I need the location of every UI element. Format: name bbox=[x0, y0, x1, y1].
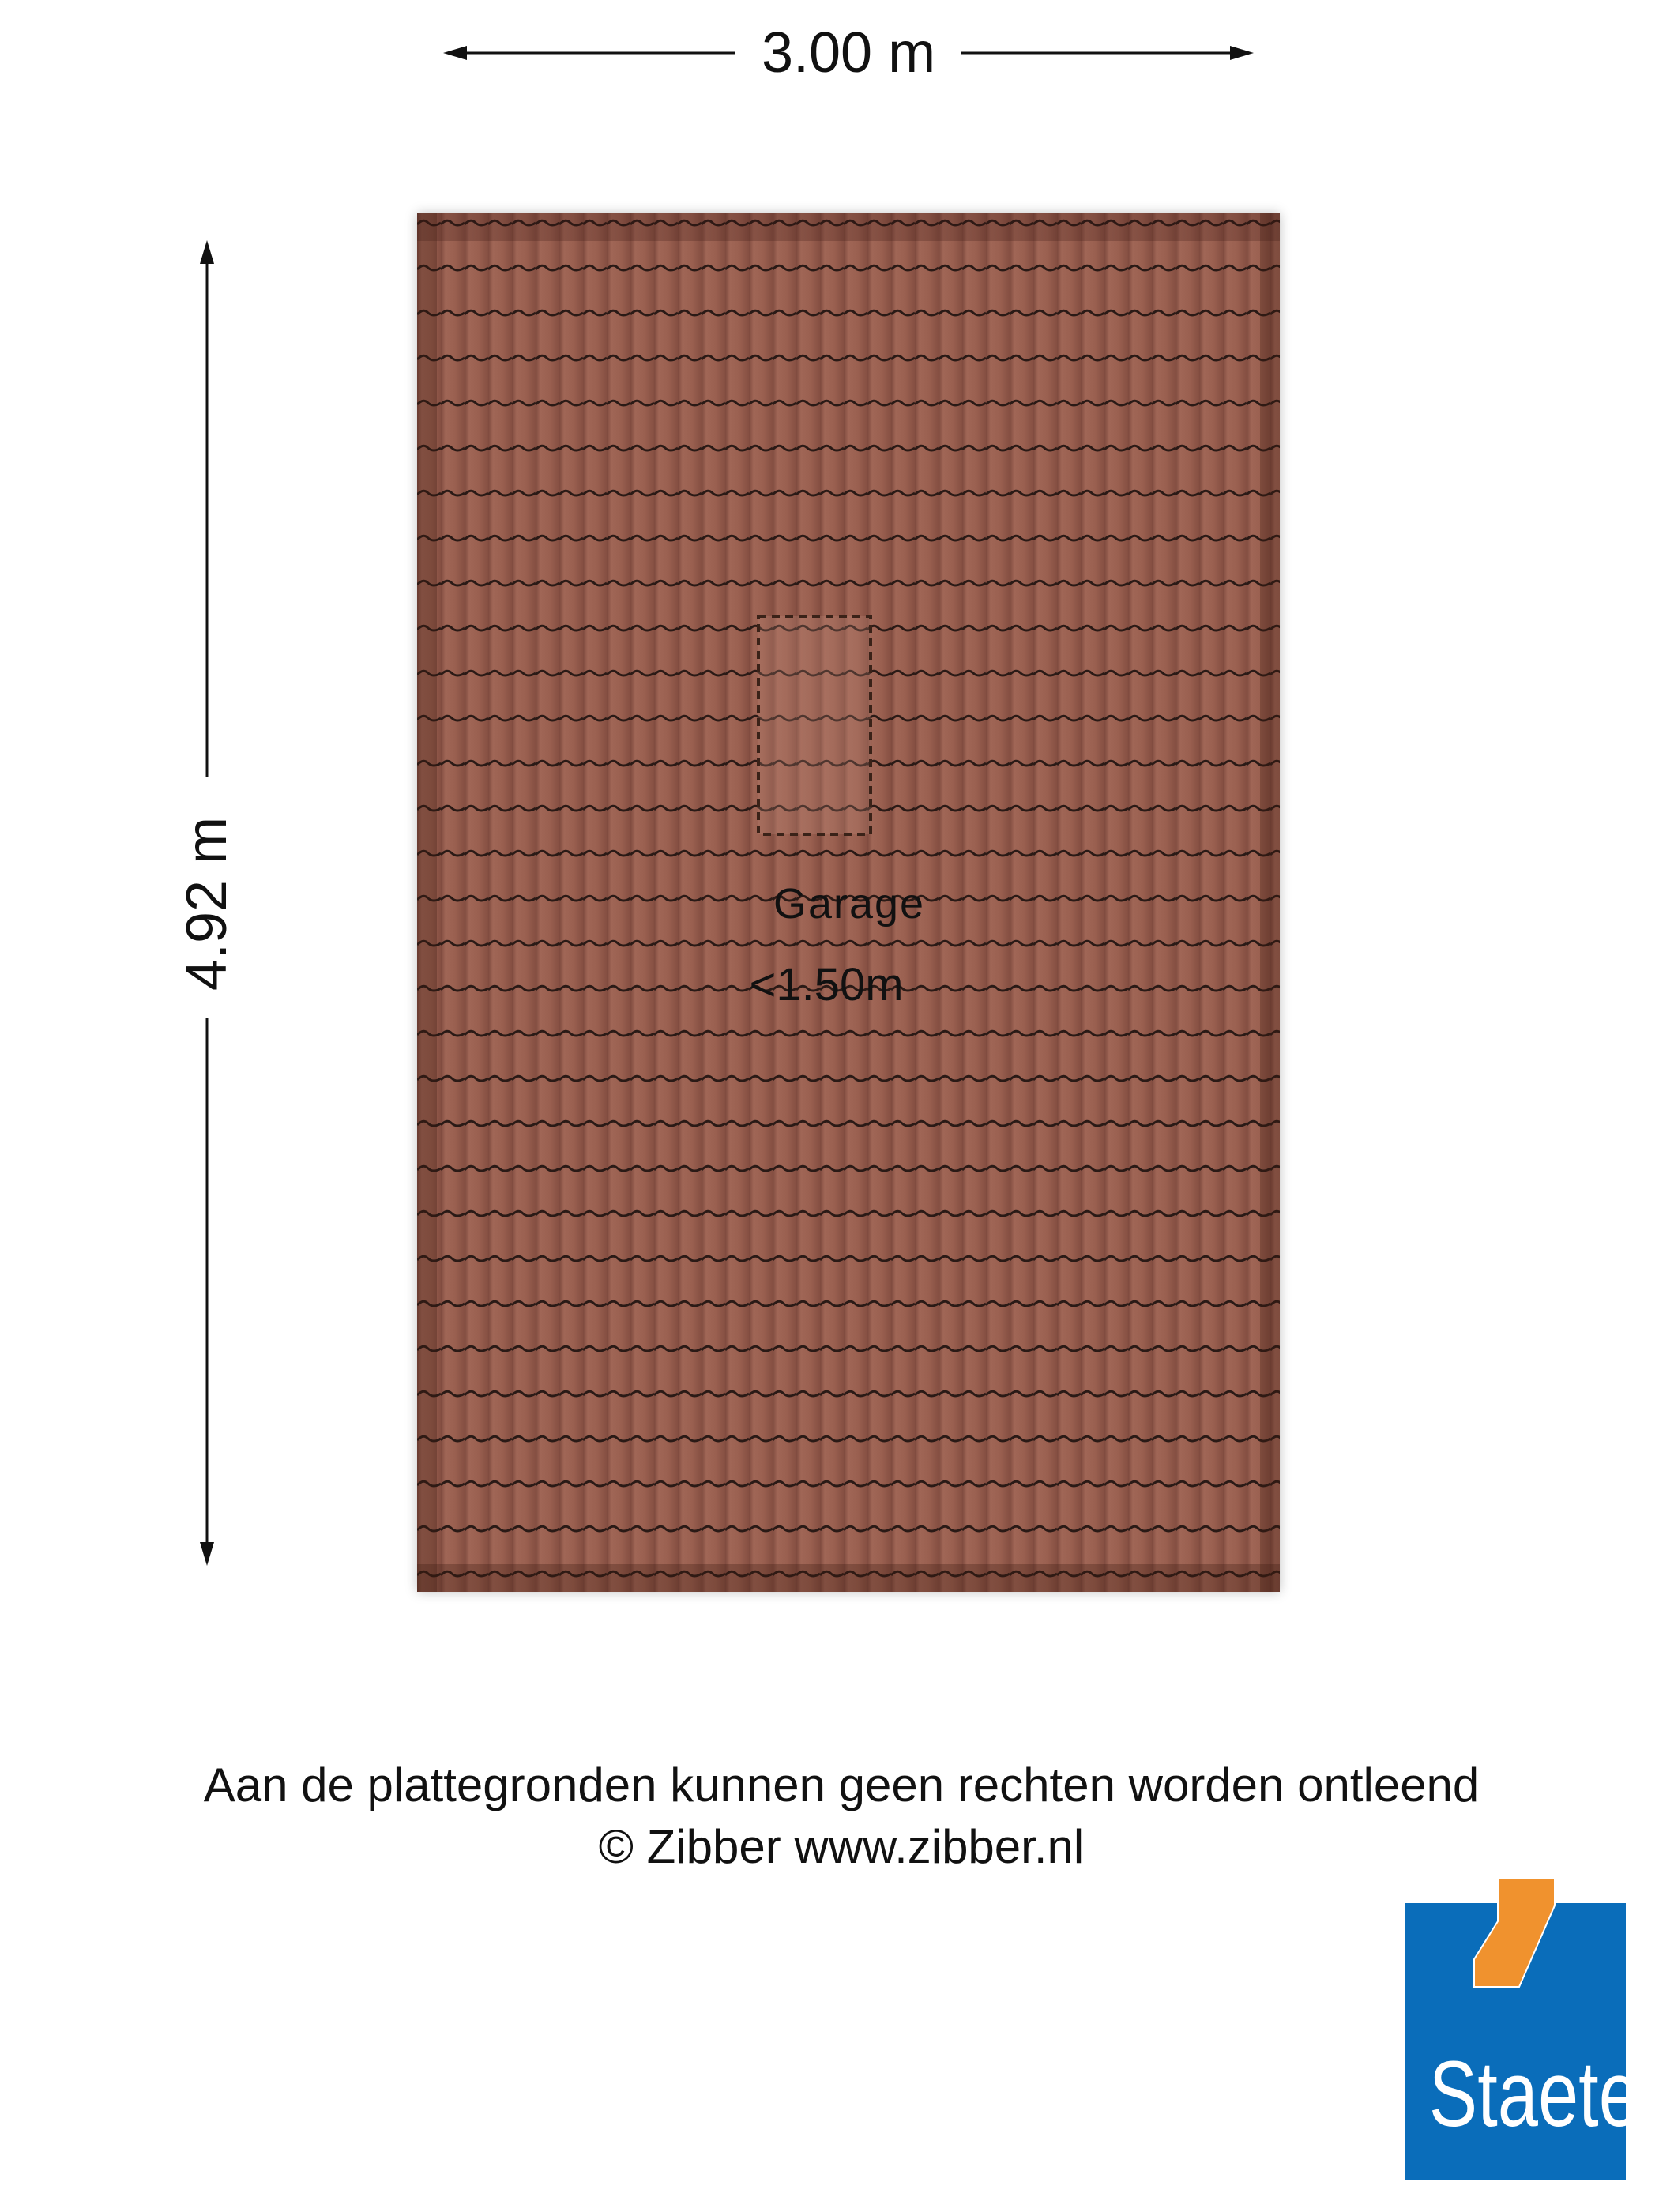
copyright: © Zibber www.zibber.nl bbox=[598, 1820, 1085, 1873]
height-arrow-icon bbox=[200, 240, 214, 1566]
room-name: Garage bbox=[773, 880, 926, 927]
staete-logo-mark bbox=[1405, 1878, 1626, 2180]
garage-roof: Garage <1.50m bbox=[417, 213, 1280, 1592]
width-dimension: 3.00 m bbox=[443, 16, 1254, 91]
width-arrow-icon bbox=[443, 46, 1254, 60]
height-label: 4.92 m bbox=[175, 816, 239, 991]
skylight-outline bbox=[757, 615, 872, 836]
width-label: 3.00 m bbox=[761, 21, 936, 85]
roof-tiles bbox=[417, 213, 1280, 1592]
room-height-note: <1.50m bbox=[749, 959, 904, 1010]
staete-logo: Staete bbox=[1405, 1878, 1639, 2180]
logo-text: Staete bbox=[1428, 2042, 1639, 2146]
disclaimer: Aan de plattegronden kunnen geen rechten… bbox=[203, 1759, 1480, 1811]
height-dimension: 4.92 m bbox=[170, 240, 245, 1566]
